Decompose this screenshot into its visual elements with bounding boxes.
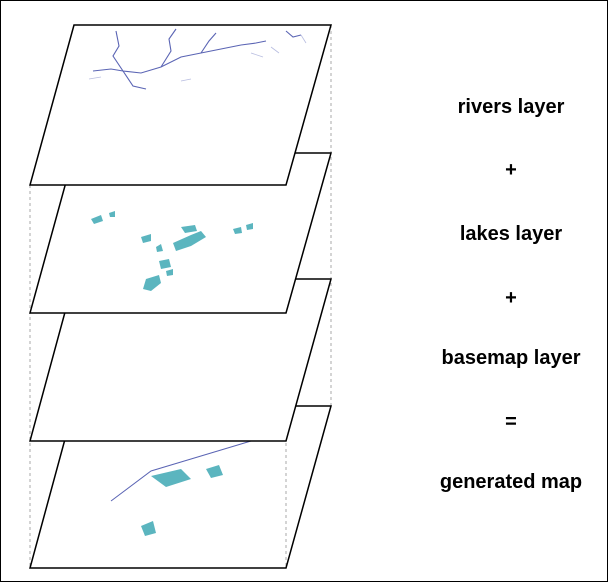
plus-sign: + [505, 287, 517, 309]
lakes-layer-label: lakes layer [459, 223, 563, 245]
legend: rivers layer + lakes layer + basemap lay… [401, 1, 608, 581]
generated-map-label: generated map [439, 471, 583, 493]
plus-sign: + [505, 159, 517, 181]
lakes-layer [29, 152, 332, 314]
layer-stack [29, 24, 332, 569]
basemap-layer-label: basemap layer [441, 347, 581, 369]
equals-sign: = [505, 411, 517, 433]
rivers-layer [29, 24, 332, 186]
guide-lines [29, 25, 332, 568]
rivers-layer-label: rivers layer [457, 96, 565, 118]
